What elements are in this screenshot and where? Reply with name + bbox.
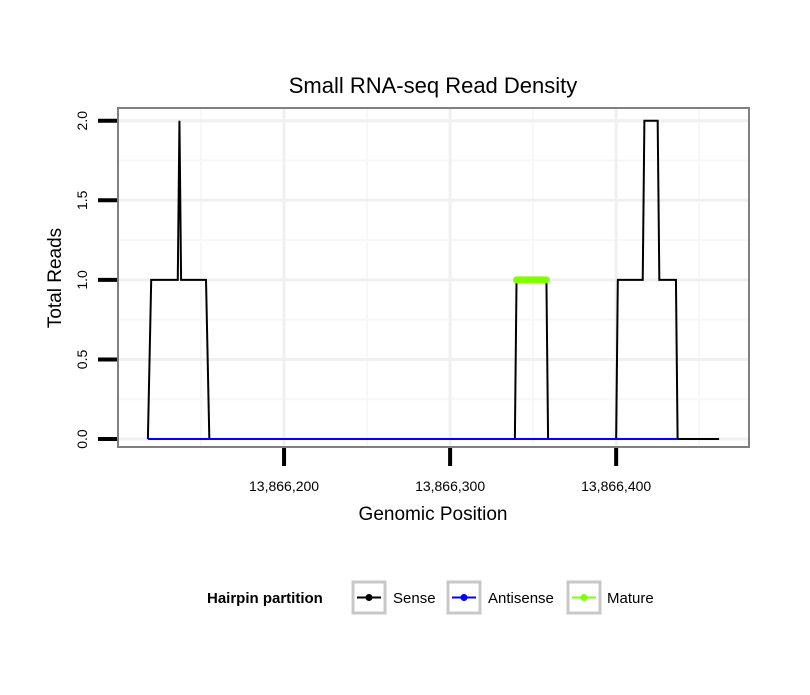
y-axis: 0.0 0.5 1.0 1.5 2.0 xyxy=(74,111,117,449)
plot-panel xyxy=(117,107,750,448)
x-tick-label: 13,866,300 xyxy=(415,478,485,494)
legend-entry-mature: Mature xyxy=(566,580,654,615)
legend: Hairpin partition Sense Antisense Mature xyxy=(207,580,654,615)
legend-key-point xyxy=(365,594,373,601)
x-tick-label: 13,866,400 xyxy=(581,478,651,494)
series-line-sense xyxy=(146,119,720,441)
y-axis-title: Total Reads xyxy=(45,228,66,328)
legend-label: Mature xyxy=(607,590,654,607)
legend-title: Hairpin partition xyxy=(207,590,323,607)
x-axis: 13,866,200 13,866,300 13,866,400 xyxy=(249,448,651,494)
x-tick-label: 13,866,200 xyxy=(249,478,319,494)
legend-entry-antisense: Antisense xyxy=(446,580,554,615)
legend-label: Sense xyxy=(393,590,436,607)
y-tick-label: 1.0 xyxy=(74,270,90,290)
series-layer xyxy=(146,119,720,441)
y-tick-label: 1.5 xyxy=(74,190,90,210)
y-tick-label: 0.5 xyxy=(74,350,90,370)
panel-border xyxy=(117,107,750,448)
y-tick-label: 2.0 xyxy=(74,111,90,131)
legend-entry-sense: Sense xyxy=(351,580,436,615)
legend-key-point xyxy=(460,594,468,601)
panel-background xyxy=(118,108,749,447)
x-axis-title: Genomic Position xyxy=(359,504,508,525)
y-tick-label: 0.0 xyxy=(74,429,90,449)
legend-key-point xyxy=(580,594,588,601)
legend-label: Antisense xyxy=(488,590,554,607)
chart-title: Small RNA-seq Read Density xyxy=(289,73,578,98)
